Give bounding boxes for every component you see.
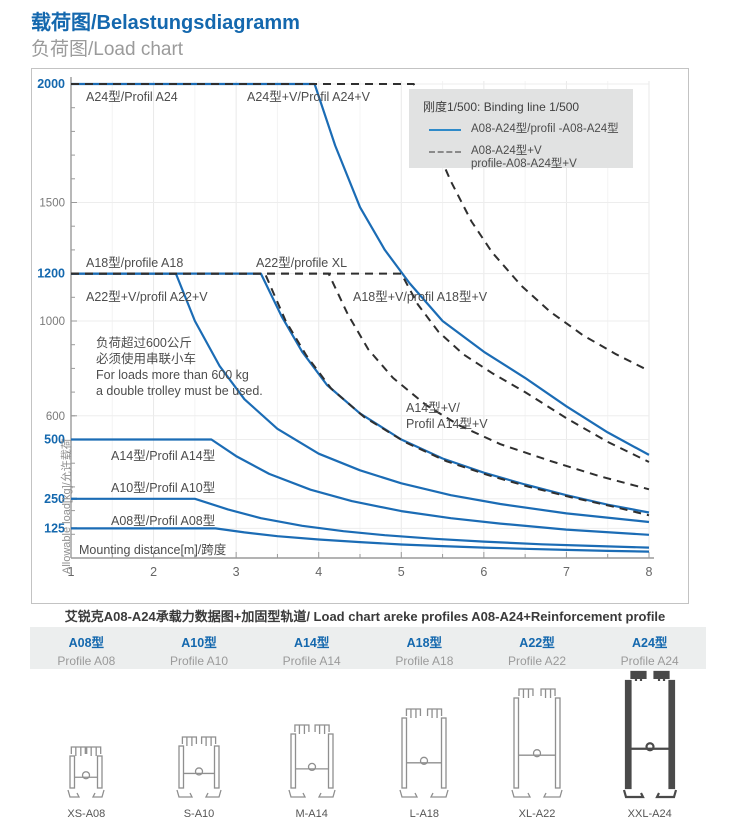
curve-label: A24型/Profil A24 bbox=[86, 90, 178, 104]
profiles-table-header: A08型 Profile A08 A10型 Profile A10 A14型 Profil… bbox=[30, 627, 706, 669]
profile-cross-section-L-A18 bbox=[399, 708, 449, 798]
profile-drawing-cell-XL-A22: XL-A22 bbox=[481, 669, 594, 821]
series-A18 bbox=[71, 272, 650, 524]
curve-label: 负荷超过600公斤 必须使用串联小车 For loads more than 6… bbox=[96, 336, 263, 398]
profile-name-en: Profile A18 bbox=[395, 654, 454, 668]
profile-code-label: XS-A08 bbox=[67, 808, 106, 820]
profile-code-label: M-A14 bbox=[295, 808, 328, 820]
curve-label: Mounting distance[m]/跨度 bbox=[79, 543, 227, 557]
profile-drawing-cell-S-A10: S-A10 bbox=[143, 669, 256, 821]
profile-column-header-XXL-A24: A24型 Profile A24 bbox=[593, 627, 706, 669]
series-A14+V bbox=[71, 272, 650, 517]
profile-column-header-M-A14: A14型 Profile A14 bbox=[255, 627, 368, 669]
y-axis-label: Allowable load[kg]/允许载荷 bbox=[61, 438, 73, 574]
dashed-line-swatch bbox=[429, 150, 461, 153]
profile-code-label: XL-A22 bbox=[518, 808, 556, 820]
y-tick-label: 1200 bbox=[37, 267, 65, 281]
series-A24 bbox=[71, 82, 650, 456]
curve-label: A18型+V/profil A18型+V bbox=[353, 290, 488, 304]
x-tick-label: 8 bbox=[646, 565, 653, 579]
load-chart: 125 250 500 600 1000 1200 1500 2000 1 2 3 4 5 6 7 8 All… bbox=[31, 68, 689, 604]
y-tick-label: 1000 bbox=[39, 316, 65, 328]
curve-label: A24型+V/Profil A24+V bbox=[247, 90, 370, 104]
profile-code-label: L-A18 bbox=[409, 808, 440, 820]
y-tick-label: 1500 bbox=[39, 198, 65, 210]
profile-name-en: Profile A24 bbox=[620, 654, 679, 668]
curve-label: A14型/Profil A14型 bbox=[111, 449, 216, 463]
profile-name-en: Profile A08 bbox=[57, 654, 116, 668]
series-A22+V bbox=[71, 272, 650, 463]
x-tick-label: 4 bbox=[315, 565, 322, 579]
curve-label: A14型+V/ Profil A14型+V bbox=[406, 401, 488, 431]
x-tick-label: 6 bbox=[480, 565, 487, 579]
profile-name-en: Profile A10 bbox=[169, 654, 229, 668]
profile-cross-section-S-A10 bbox=[176, 736, 222, 798]
x-tick-label: 1 bbox=[68, 565, 75, 579]
series-A18+V bbox=[71, 272, 650, 491]
legend-item-dashed: A08-A24型+V profile-A08-A24型+V bbox=[423, 145, 633, 172]
page-title: 载荷图/Belastungsdiagramm bbox=[31, 12, 300, 34]
y-tick-label: 500 bbox=[44, 433, 65, 447]
solid-line-swatch bbox=[429, 129, 461, 131]
y-tick-label: 600 bbox=[46, 411, 65, 423]
profile-name-cn: A22型 bbox=[519, 636, 555, 650]
profile-name-en: Profile A22 bbox=[508, 654, 567, 668]
profile-code-label: S-A10 bbox=[183, 808, 215, 820]
legend-item-solid: A08-A24型/profil -A08-A24型 bbox=[423, 123, 633, 137]
series-A08 bbox=[71, 527, 650, 553]
x-tick-label: 5 bbox=[398, 565, 405, 579]
profile-drawing-cell-XXL-A24: XXL-A24 bbox=[593, 669, 706, 821]
profile-column-header-XL-A22: A22型 Profile A22 bbox=[481, 627, 594, 669]
chart-caption: 艾锐克A08-A24承载力数据图+加固型轨道/ Load chart areke… bbox=[64, 609, 666, 624]
y-tick-label: 250 bbox=[44, 492, 65, 506]
curve-label: A22型+V/profil A22+V bbox=[86, 290, 208, 304]
profile-drawing-cell-L-A18: L-A18 bbox=[368, 669, 481, 821]
profile-name-cn: A10型 bbox=[181, 636, 217, 650]
profile-name-cn: A18型 bbox=[406, 636, 443, 650]
curve-label: A18型/profile A18 bbox=[86, 256, 184, 270]
y-tick-label: 125 bbox=[44, 521, 65, 535]
profile-column-header-S-A10: A10型 Profile A10 bbox=[143, 627, 256, 669]
profile-column-header-L-A18: A18型 Profile A18 bbox=[368, 627, 481, 669]
y-tick-label: 2000 bbox=[37, 77, 65, 91]
profile-name-cn: A14型 bbox=[293, 636, 330, 650]
page-subtitle: 负荷图/Load chart bbox=[31, 39, 184, 60]
profile-drawing-cell-XS-A08: XS-A08 bbox=[30, 669, 143, 821]
profile-code-label: XXL-A24 bbox=[627, 808, 672, 820]
legend-title: 刚度1/500: Binding line 1/500 bbox=[423, 100, 580, 114]
chart-legend: 刚度1/500: Binding line 1/500 A08-A24型/pro… bbox=[409, 89, 633, 170]
x-tick-label: 3 bbox=[233, 565, 240, 579]
series-A10 bbox=[71, 497, 650, 549]
profile-cross-section-XXL-A24 bbox=[622, 670, 677, 799]
curve-label: A10型/Profil A10型 bbox=[111, 481, 216, 495]
profile-cross-section-XL-A22 bbox=[511, 688, 563, 798]
curve-label: A08型/Profil A08型 bbox=[111, 514, 216, 528]
profile-name-cn: A08型 bbox=[68, 636, 105, 650]
x-tick-label: 2 bbox=[150, 565, 157, 579]
profile-name-cn: A24型 bbox=[631, 636, 668, 650]
profile-cross-section-XS-A08 bbox=[67, 746, 105, 798]
series-A24+V bbox=[71, 83, 650, 372]
series-A14 bbox=[71, 438, 650, 536]
profile-name-en: Profile A14 bbox=[282, 654, 341, 668]
x-tick-label: 7 bbox=[563, 565, 570, 579]
legend-item-label: A08-A24型/profil -A08-A24型 bbox=[471, 123, 619, 135]
profiles-drawings-row: XS-A08 S-A10 M-A14 L-A18 XL-A22 XXL-A24 bbox=[30, 669, 706, 821]
profile-drawing-cell-M-A14: M-A14 bbox=[255, 669, 368, 821]
profile-cross-section-M-A14 bbox=[288, 724, 336, 798]
legend-item-label: A08-A24型+V profile-A08-A24型+V bbox=[471, 144, 577, 171]
curve-label: A22型/profile XL bbox=[256, 256, 348, 270]
profile-column-header-XS-A08: A08型 Profile A08 bbox=[30, 627, 143, 669]
